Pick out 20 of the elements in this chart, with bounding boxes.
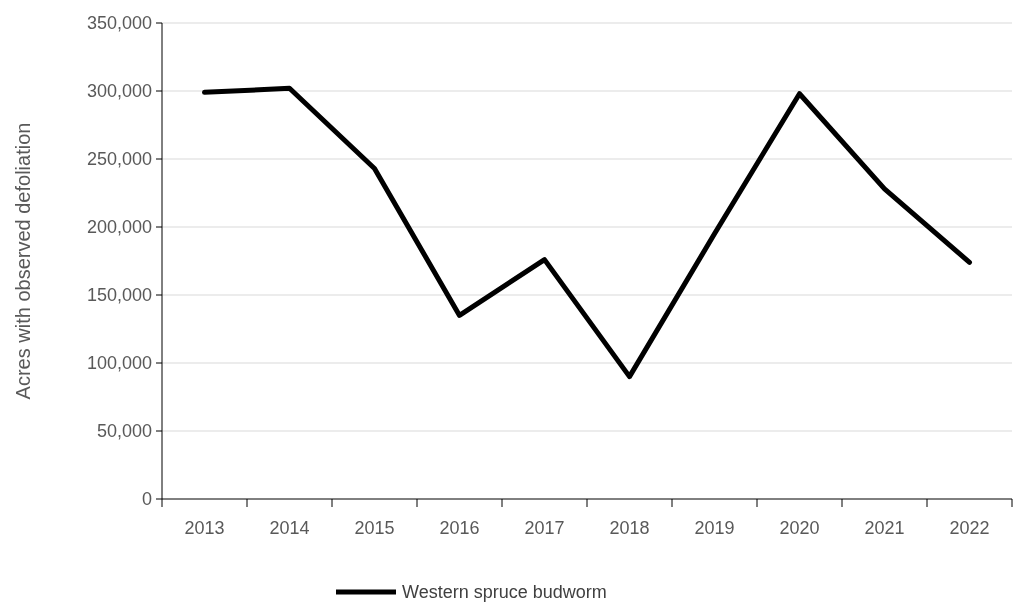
x-tick-label: 2015	[354, 518, 395, 538]
legend-label: Western spruce budworm	[402, 582, 607, 603]
y-tick-label: 250,000	[86, 149, 152, 170]
y-tick-label: 300,000	[86, 81, 152, 102]
x-tick-label: 2016	[439, 518, 480, 538]
y-tick-label: 350,000	[86, 13, 152, 34]
y-tick-label: 0	[141, 489, 152, 510]
y-axis-title: Acres with observed defoliation	[12, 122, 34, 400]
x-tick-label: 2013	[184, 518, 225, 538]
y-tick-label: 150,000	[86, 285, 152, 306]
x-tick-label: 2014	[269, 518, 310, 538]
x-tick-label: 2020	[779, 518, 820, 538]
y-tick-label: 50,000	[96, 421, 152, 442]
x-tick-label: 2017	[524, 518, 565, 538]
y-tick-label: 100,000	[86, 353, 152, 374]
x-tick-label: 2021	[864, 518, 905, 538]
x-tick-label: 2018	[609, 518, 650, 538]
x-tick-label: 2019	[694, 518, 735, 538]
y-tick-label: 200,000	[86, 217, 152, 238]
x-tick-label: 2022	[949, 518, 990, 538]
